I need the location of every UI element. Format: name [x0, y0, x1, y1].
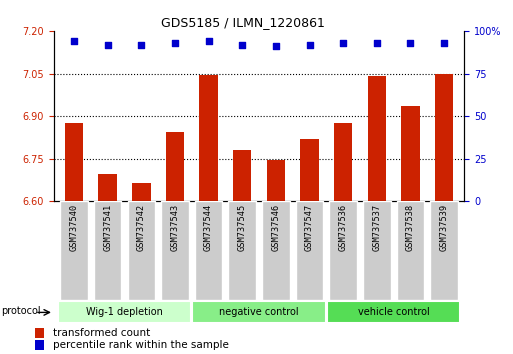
- Bar: [401, 106, 420, 201]
- FancyBboxPatch shape: [58, 301, 191, 324]
- Point: [373, 40, 381, 46]
- Bar: [98, 174, 117, 201]
- Point: [205, 39, 213, 44]
- FancyBboxPatch shape: [295, 201, 323, 300]
- Bar: [233, 150, 251, 201]
- FancyBboxPatch shape: [329, 201, 357, 300]
- Bar: [200, 75, 218, 201]
- FancyBboxPatch shape: [262, 201, 290, 300]
- Text: negative control: negative control: [219, 307, 299, 318]
- Bar: [35, 340, 44, 350]
- FancyBboxPatch shape: [128, 201, 155, 300]
- Point: [440, 40, 448, 46]
- Text: transformed count: transformed count: [53, 327, 150, 338]
- Text: GSM737537: GSM737537: [372, 204, 381, 251]
- Bar: [267, 160, 285, 201]
- Point: [305, 42, 313, 47]
- Text: protocol: protocol: [2, 306, 41, 316]
- Text: vehicle control: vehicle control: [358, 307, 429, 318]
- FancyBboxPatch shape: [60, 201, 88, 300]
- Bar: [334, 123, 352, 201]
- Text: GSM737538: GSM737538: [406, 204, 415, 251]
- Bar: [435, 74, 453, 201]
- Text: GSM737536: GSM737536: [339, 204, 348, 251]
- Point: [238, 42, 246, 47]
- Text: percentile rank within the sample: percentile rank within the sample: [53, 340, 229, 350]
- Bar: [166, 132, 184, 201]
- FancyBboxPatch shape: [397, 201, 424, 300]
- Text: GSM737545: GSM737545: [238, 204, 247, 251]
- FancyBboxPatch shape: [327, 301, 460, 324]
- Text: GSM737540: GSM737540: [70, 204, 78, 251]
- Bar: [132, 183, 151, 201]
- FancyBboxPatch shape: [192, 301, 326, 324]
- FancyBboxPatch shape: [195, 201, 223, 300]
- Text: GSM737546: GSM737546: [271, 204, 281, 251]
- Point: [70, 39, 78, 44]
- Point: [171, 40, 179, 46]
- Text: GSM737542: GSM737542: [137, 204, 146, 251]
- Bar: [300, 139, 319, 201]
- FancyBboxPatch shape: [430, 201, 458, 300]
- FancyBboxPatch shape: [363, 201, 390, 300]
- Text: GSM737544: GSM737544: [204, 204, 213, 251]
- Text: GSM737547: GSM737547: [305, 204, 314, 251]
- Point: [272, 44, 280, 49]
- FancyBboxPatch shape: [161, 201, 189, 300]
- Bar: [65, 123, 83, 201]
- Bar: [367, 76, 386, 201]
- FancyBboxPatch shape: [94, 201, 122, 300]
- FancyBboxPatch shape: [228, 201, 256, 300]
- Point: [339, 40, 347, 46]
- Point: [137, 42, 145, 47]
- Text: Wig-1 depletion: Wig-1 depletion: [86, 307, 163, 318]
- Text: GSM737543: GSM737543: [170, 204, 180, 251]
- Point: [104, 42, 112, 47]
- Text: GSM737539: GSM737539: [440, 204, 448, 251]
- Bar: [35, 327, 44, 338]
- Title: GDS5185 / ILMN_1220861: GDS5185 / ILMN_1220861: [161, 16, 325, 29]
- Point: [406, 40, 415, 46]
- Text: GSM737541: GSM737541: [103, 204, 112, 251]
